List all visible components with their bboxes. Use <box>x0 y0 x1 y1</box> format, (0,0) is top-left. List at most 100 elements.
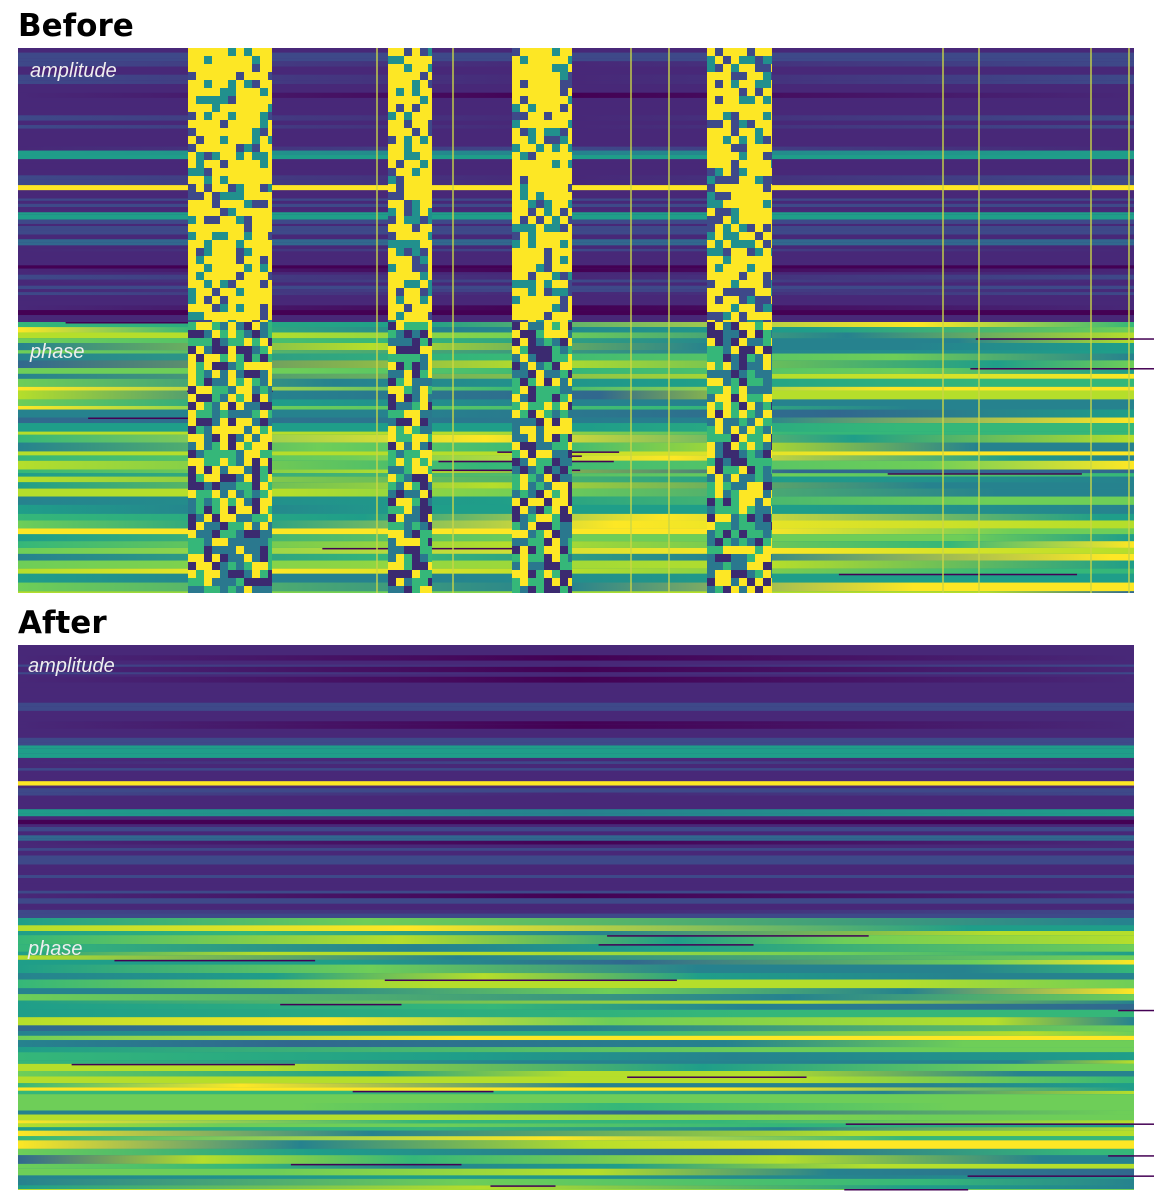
noise-cell <box>428 248 432 256</box>
noise-cell <box>512 522 520 530</box>
noise-cell <box>228 192 236 200</box>
noise-cell <box>552 256 560 264</box>
noise-cell <box>731 426 739 434</box>
noise-cell <box>412 490 420 498</box>
noise-cell <box>188 160 196 168</box>
noise-cell <box>260 144 268 152</box>
noise-cell <box>228 514 236 522</box>
noise-cell <box>560 330 568 338</box>
noise-cell <box>731 192 739 200</box>
noise-cell <box>188 168 196 176</box>
noise-cell <box>268 104 272 112</box>
noise-cell <box>196 330 204 338</box>
amplitude-row <box>18 702 1134 707</box>
noise-cell <box>560 152 568 160</box>
noise-cell <box>220 200 228 208</box>
noise-cell <box>763 240 771 248</box>
noise-cell <box>747 458 755 466</box>
noise-cell <box>404 264 412 272</box>
noise-cell <box>228 240 236 248</box>
noise-cell <box>707 522 715 530</box>
noise-cell <box>528 176 536 184</box>
noise-cell <box>568 312 572 320</box>
amplitude-row <box>18 864 1134 870</box>
noise-cell <box>212 192 220 200</box>
noise-cell <box>707 104 715 112</box>
noise-cell <box>755 80 763 88</box>
noise-cell <box>204 378 212 386</box>
noise-cell <box>196 64 204 72</box>
noise-cell <box>528 256 536 264</box>
noise-cell <box>552 296 560 304</box>
noise-cell <box>268 232 272 240</box>
noise-cell <box>428 96 432 104</box>
noise-cell <box>739 346 747 354</box>
noise-cell <box>739 482 747 490</box>
noise-cell <box>252 232 260 240</box>
noise-cell <box>420 240 428 248</box>
noise-cell <box>715 216 723 224</box>
noise-cell <box>528 88 536 96</box>
noise-cell <box>428 530 432 538</box>
noise-cell <box>204 296 212 304</box>
noise-cell <box>731 56 739 64</box>
noise-cell <box>204 370 212 378</box>
noise-cell <box>771 48 772 56</box>
noise-cell <box>420 56 428 64</box>
noise-cell <box>552 482 560 490</box>
noise-cell <box>388 192 396 200</box>
phase-row <box>18 1136 1134 1141</box>
noise-cell <box>528 272 536 280</box>
phase-row <box>18 918 1134 926</box>
noise-cell <box>212 144 220 152</box>
noise-cell <box>428 56 432 64</box>
noise-cell <box>188 56 196 64</box>
noise-cell <box>388 96 396 104</box>
noise-cell <box>723 64 731 72</box>
noise-cell <box>188 570 196 578</box>
noise-cell <box>404 378 412 386</box>
noise-cell <box>755 482 763 490</box>
noise-cell <box>512 152 520 160</box>
phase-row <box>18 1025 1134 1032</box>
noise-cell <box>412 402 420 410</box>
noise-cell <box>412 64 420 72</box>
noise-cell <box>244 394 252 402</box>
amplitude-row <box>18 687 1134 691</box>
noise-cell <box>404 482 412 490</box>
noise-cell <box>228 168 236 176</box>
noise-cell <box>528 538 536 546</box>
noise-cell <box>212 152 220 160</box>
noise-cell <box>252 192 260 200</box>
noise-cell <box>220 370 228 378</box>
noise-cell <box>244 386 252 394</box>
noise-cell <box>412 346 420 354</box>
noise-cell <box>196 216 204 224</box>
noise-cell <box>536 498 544 506</box>
noise-cell <box>188 386 196 394</box>
noise-cell <box>244 104 252 112</box>
noise-cell <box>220 402 228 410</box>
noise-cell <box>512 88 520 96</box>
phase-row <box>18 338 1134 343</box>
noise-cell <box>707 160 715 168</box>
noise-cell <box>771 72 772 80</box>
noise-cell <box>428 418 432 426</box>
noise-cell <box>188 232 196 240</box>
noise-cell <box>512 128 520 136</box>
noise-cell <box>528 578 536 586</box>
noise-cell <box>731 208 739 216</box>
noise-cell <box>404 208 412 216</box>
noise-cell <box>747 296 755 304</box>
noise-cell <box>771 208 772 216</box>
noise-cell <box>560 546 568 554</box>
noise-cell <box>544 248 552 256</box>
amplitude-row <box>18 234 1134 240</box>
noise-cell <box>731 506 739 514</box>
noise-cell <box>739 362 747 370</box>
noise-cell <box>188 554 196 562</box>
noise-cell <box>544 288 552 296</box>
noise-cell <box>715 184 723 192</box>
noise-cell <box>528 224 536 232</box>
noise-cell <box>739 112 747 120</box>
